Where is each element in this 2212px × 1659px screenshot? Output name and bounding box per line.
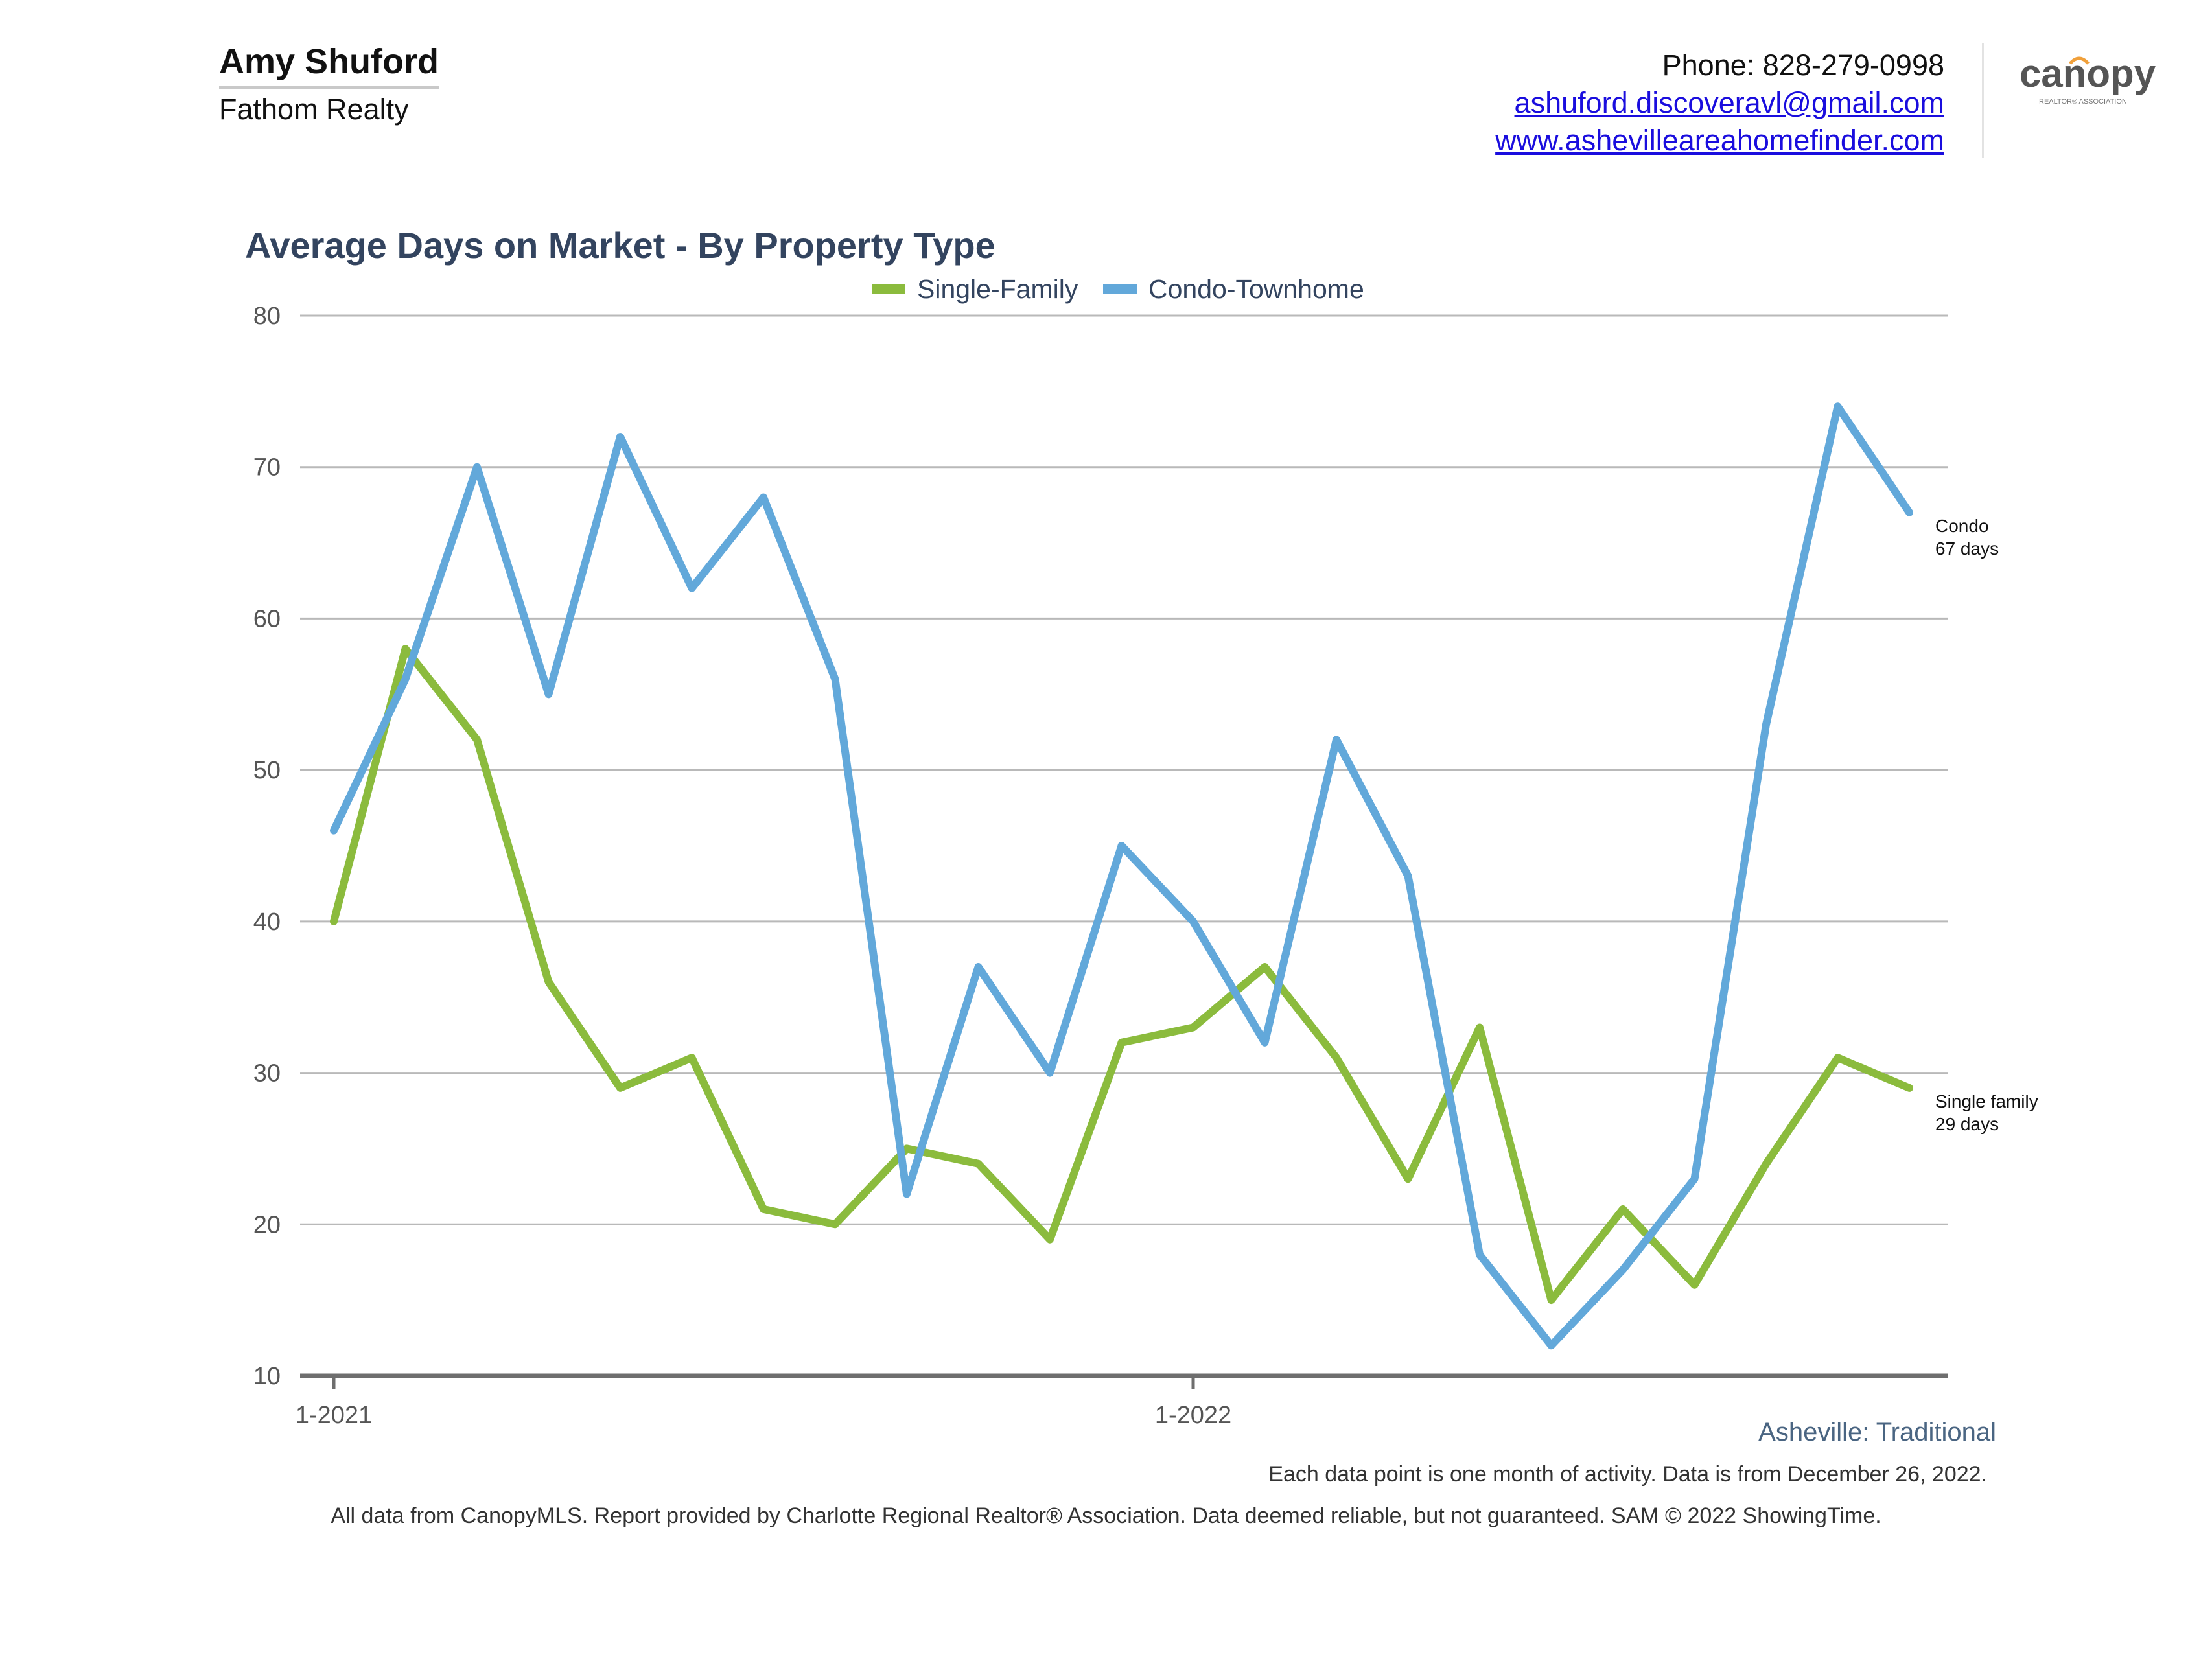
website-link[interactable]: www.ashevilleareahomefinder.com xyxy=(1495,124,1944,157)
x-tick-label: 1-2022 xyxy=(1155,1402,1231,1429)
chart-legend: Single-Family Condo-Townhome xyxy=(872,274,1364,304)
y-tick-label: 60 xyxy=(253,605,281,632)
end-label: Single family xyxy=(1935,1091,2038,1111)
canopy-logo: canopy REALTOR® ASSOCIATION xyxy=(2020,52,2156,106)
chart-axes: 10 20 30 40 50 60 70 80 1-2021 1-2022 xyxy=(253,303,1948,1429)
legend-label: Single-Family xyxy=(917,274,1078,304)
logo-arc-icon xyxy=(2069,56,2090,65)
y-tick-label: 10 xyxy=(253,1363,281,1390)
x-tick-label: 1-2021 xyxy=(296,1402,372,1429)
chart-grid xyxy=(300,314,1948,1225)
legend-swatch xyxy=(872,284,905,294)
legend-label: Condo-Townhome xyxy=(1148,274,1364,304)
phone-number: Phone: 828-279-0998 xyxy=(1662,49,1944,82)
disclaimer: All data from CanopyMLS. Report provided… xyxy=(331,1503,1881,1528)
market-label: Asheville: Traditional xyxy=(1758,1418,1996,1446)
end-label: Condo xyxy=(1935,516,1989,536)
chart-annotations: Condo 67 days Single family 29 days xyxy=(1935,516,2038,1134)
data-note: Each data point is one month of activity… xyxy=(1268,1462,1987,1487)
y-tick-label: 40 xyxy=(253,909,281,936)
y-tick-label: 80 xyxy=(253,303,281,330)
header-divider xyxy=(1982,43,1984,158)
logo-wordmark: canopy xyxy=(2020,52,2156,95)
chart-series xyxy=(330,402,1913,1350)
logo-subtext: REALTOR® ASSOCIATION xyxy=(2039,98,2127,106)
y-tick-label: 20 xyxy=(253,1211,281,1238)
end-label: 67 days xyxy=(1935,539,1999,559)
y-tick-label: 30 xyxy=(253,1060,281,1087)
agent-name: Amy Shuford xyxy=(219,42,439,89)
legend-swatch xyxy=(1103,284,1137,294)
contact-block: Phone: 828-279-0998 ashuford.discoveravl… xyxy=(1495,47,1944,159)
email-link[interactable]: ashuford.discoveravl@gmail.com xyxy=(1514,86,1944,119)
end-label: 29 days xyxy=(1935,1114,1999,1134)
chart-title: Average Days on Market - By Property Typ… xyxy=(245,225,995,266)
agent-company: Fathom Realty xyxy=(219,93,409,126)
series-line-condo-townhome xyxy=(330,402,1913,1350)
y-tick-label: 70 xyxy=(253,454,281,481)
y-tick-label: 50 xyxy=(253,757,281,784)
